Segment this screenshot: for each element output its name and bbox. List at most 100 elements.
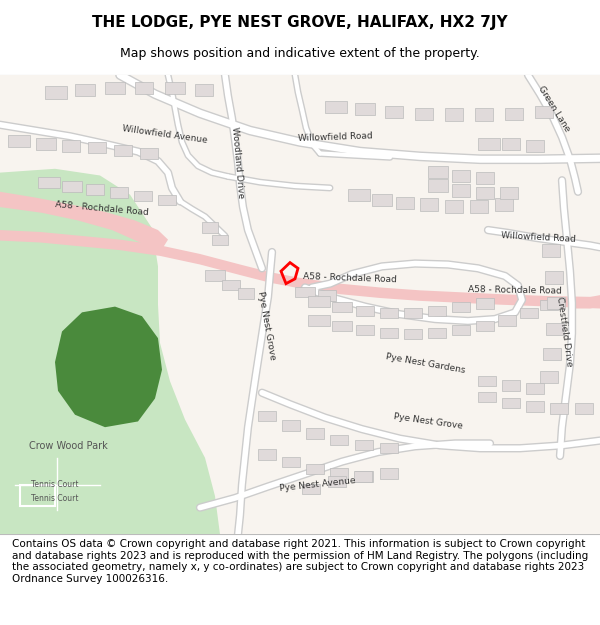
Bar: [202, 222, 218, 233]
Bar: [75, 84, 95, 96]
Bar: [526, 401, 544, 412]
Text: Pye Nest Grove: Pye Nest Grove: [393, 412, 463, 431]
Polygon shape: [0, 230, 600, 309]
Bar: [445, 201, 463, 212]
Bar: [546, 323, 564, 335]
Bar: [62, 140, 80, 151]
Bar: [20, 484, 55, 506]
Bar: [535, 106, 553, 118]
Bar: [348, 189, 370, 201]
Bar: [452, 325, 470, 335]
Bar: [15, 458, 100, 511]
Polygon shape: [0, 169, 220, 534]
Bar: [205, 270, 225, 281]
Bar: [452, 170, 470, 182]
Bar: [520, 308, 538, 318]
Polygon shape: [55, 307, 162, 428]
Bar: [505, 107, 523, 120]
Bar: [308, 315, 330, 326]
Bar: [238, 288, 254, 299]
Bar: [420, 199, 438, 211]
Bar: [330, 435, 348, 446]
Bar: [356, 306, 374, 316]
Bar: [543, 348, 561, 360]
Bar: [396, 196, 414, 209]
Bar: [545, 271, 563, 284]
Bar: [258, 449, 276, 460]
Text: Pye Nest Gardens: Pye Nest Gardens: [385, 352, 466, 376]
Text: Tennis Court: Tennis Court: [31, 480, 79, 489]
Text: Green Lane: Green Lane: [536, 84, 572, 133]
Bar: [542, 244, 560, 257]
Text: A58 - Rochdale Road: A58 - Rochdale Road: [468, 285, 562, 296]
Bar: [308, 296, 330, 307]
Bar: [355, 439, 373, 450]
Bar: [540, 371, 558, 383]
Bar: [38, 177, 60, 188]
Text: Contains OS data © Crown copyright and database right 2021. This information is : Contains OS data © Crown copyright and d…: [12, 539, 588, 584]
Bar: [332, 302, 352, 312]
Bar: [428, 328, 446, 338]
Bar: [354, 471, 372, 482]
Bar: [478, 392, 496, 402]
Bar: [88, 142, 106, 154]
Bar: [476, 321, 494, 331]
Bar: [158, 194, 176, 205]
Bar: [328, 476, 346, 486]
Bar: [500, 187, 518, 199]
Bar: [502, 380, 520, 391]
Bar: [355, 471, 373, 482]
Bar: [105, 82, 125, 94]
Bar: [502, 138, 520, 149]
Bar: [36, 138, 56, 149]
Bar: [526, 383, 544, 394]
Bar: [222, 280, 240, 291]
Bar: [428, 166, 448, 178]
Bar: [478, 376, 496, 386]
Bar: [282, 457, 300, 468]
Bar: [165, 82, 185, 94]
Bar: [318, 291, 336, 301]
Text: Willowfield Road: Willowfield Road: [500, 231, 575, 244]
Bar: [380, 442, 398, 453]
Bar: [385, 106, 403, 118]
Bar: [306, 428, 324, 439]
Bar: [526, 140, 544, 151]
Text: Woodland Drive: Woodland Drive: [230, 127, 245, 199]
Bar: [575, 403, 593, 414]
Polygon shape: [570, 295, 600, 309]
Bar: [495, 199, 513, 211]
Bar: [306, 464, 324, 474]
Bar: [404, 329, 422, 339]
Bar: [282, 421, 300, 431]
Bar: [325, 101, 347, 113]
Polygon shape: [0, 192, 168, 251]
Bar: [45, 86, 67, 99]
Bar: [547, 297, 565, 309]
Text: Willowfield Road: Willowfield Road: [298, 131, 373, 143]
Bar: [195, 84, 213, 96]
Bar: [498, 315, 516, 326]
Text: Willowfield Avenue: Willowfield Avenue: [122, 124, 208, 145]
Bar: [110, 187, 128, 198]
Text: Pye Nest Avenue: Pye Nest Avenue: [280, 476, 356, 493]
Bar: [478, 138, 500, 149]
Bar: [415, 107, 433, 120]
Bar: [8, 135, 30, 147]
Bar: [476, 298, 494, 309]
Text: A58 - Rochdale Road: A58 - Rochdale Road: [303, 272, 397, 284]
Text: A58 - Rochdale Road: A58 - Rochdale Road: [55, 201, 149, 217]
Bar: [212, 235, 228, 246]
Bar: [540, 300, 558, 311]
Bar: [302, 484, 320, 494]
Bar: [140, 148, 158, 159]
Bar: [86, 184, 104, 194]
Bar: [428, 306, 446, 316]
Bar: [380, 328, 398, 338]
Bar: [476, 187, 494, 199]
Bar: [330, 468, 348, 479]
Bar: [404, 308, 422, 318]
Bar: [355, 102, 375, 115]
Text: Tennis Court: Tennis Court: [31, 494, 79, 502]
Bar: [114, 145, 132, 156]
